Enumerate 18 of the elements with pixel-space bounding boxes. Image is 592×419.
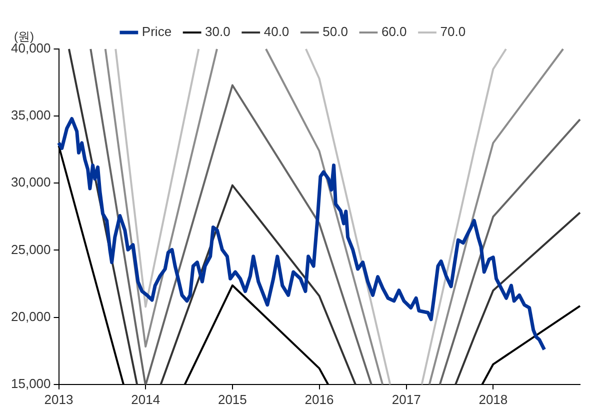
- y-tick-label: 35,000: [10, 108, 51, 123]
- legend-label: 70.0: [440, 24, 466, 40]
- y-tick-label: 25,000: [10, 242, 51, 257]
- legend-label: 30.0: [205, 24, 230, 40]
- legend-label: 40.0: [264, 24, 290, 40]
- y-axis-title: (원): [14, 29, 34, 44]
- x-tick-label: 2013: [44, 392, 74, 407]
- legend-label: Price: [142, 24, 172, 40]
- y-tick-label: 20,000: [10, 308, 51, 324]
- x-tick-label: 2014: [131, 392, 160, 407]
- x-tick-label: 2016: [304, 392, 334, 407]
- y-tick-label: 15,000: [10, 376, 51, 391]
- x-tick-label: 2017: [392, 392, 421, 407]
- x-tick-label: 2018: [478, 392, 508, 407]
- legend-label: 50.0: [322, 24, 348, 40]
- legend-label: 60.0: [381, 24, 407, 40]
- y-tick-label: 30,000: [10, 174, 51, 190]
- x-tick-label: 2015: [218, 392, 247, 407]
